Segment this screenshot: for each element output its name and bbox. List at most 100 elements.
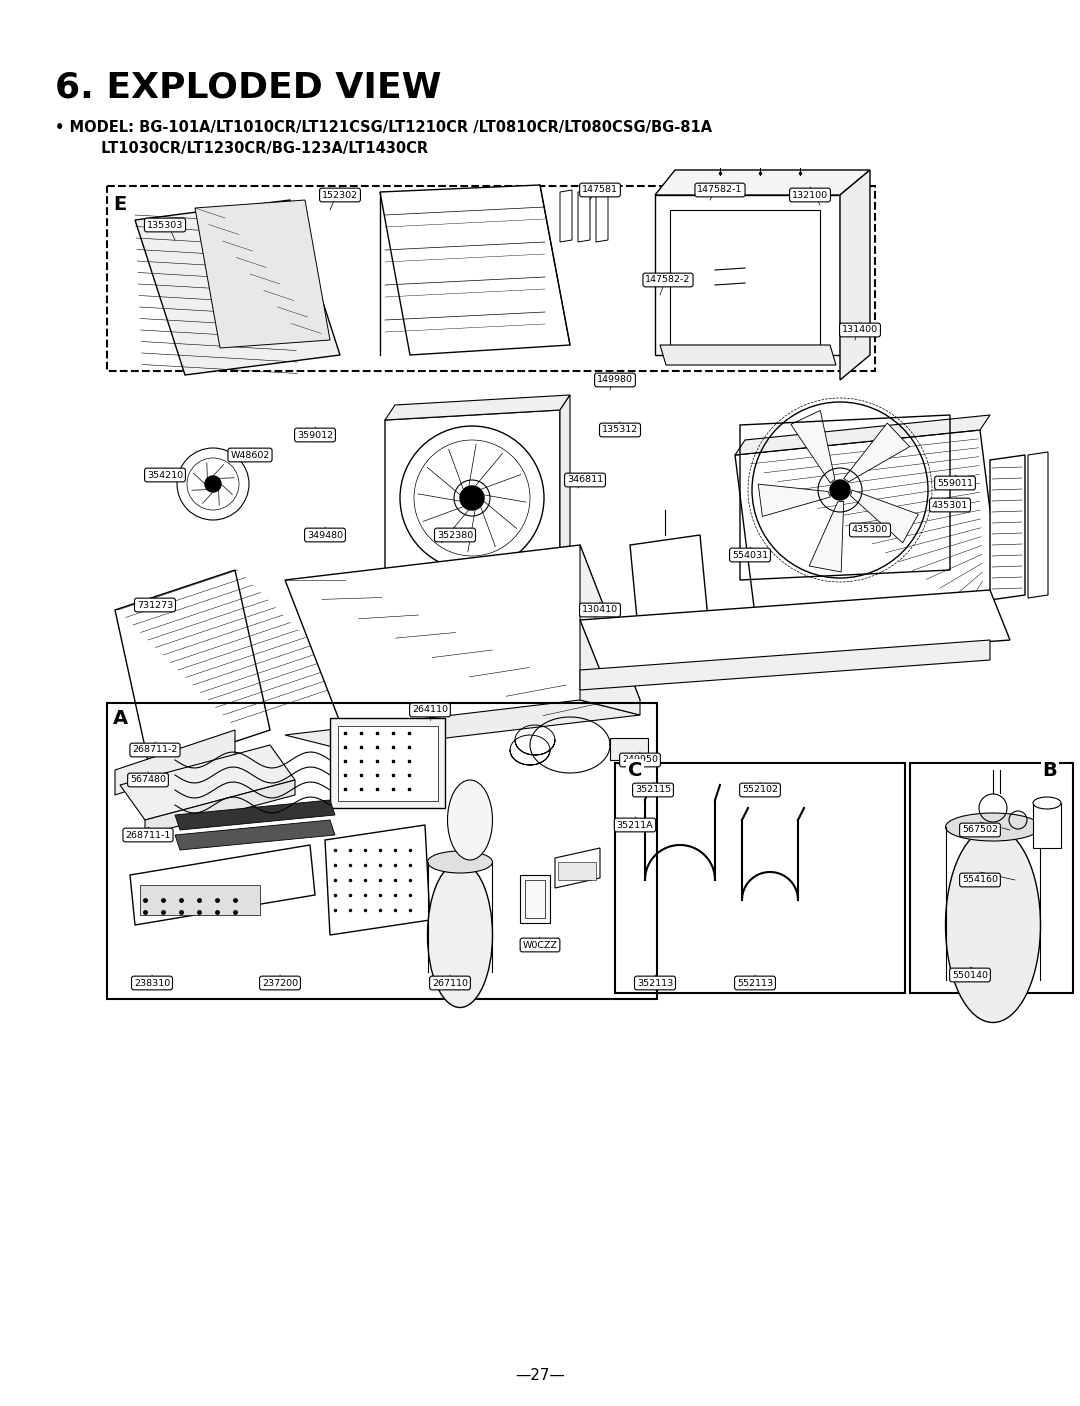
Polygon shape bbox=[325, 825, 430, 935]
Bar bbox=[1032, 803, 1061, 848]
Text: 552113: 552113 bbox=[737, 979, 773, 987]
Text: 147581: 147581 bbox=[582, 186, 618, 194]
Text: 135312: 135312 bbox=[602, 426, 638, 434]
Text: 268711-1: 268711-1 bbox=[125, 831, 171, 839]
Polygon shape bbox=[195, 200, 330, 349]
Bar bbox=[615, 763, 905, 993]
Ellipse shape bbox=[1032, 797, 1061, 808]
Polygon shape bbox=[384, 395, 570, 420]
Polygon shape bbox=[791, 411, 835, 482]
Bar bbox=[140, 884, 260, 915]
Polygon shape bbox=[561, 190, 572, 242]
Polygon shape bbox=[175, 800, 335, 830]
Text: 147582-2: 147582-2 bbox=[646, 276, 691, 284]
Text: 264110: 264110 bbox=[411, 706, 448, 714]
Bar bbox=[558, 862, 596, 880]
Text: 132100: 132100 bbox=[792, 190, 828, 200]
Text: 731273: 731273 bbox=[137, 600, 173, 609]
Polygon shape bbox=[114, 569, 270, 770]
Ellipse shape bbox=[447, 780, 492, 860]
Text: • MODEL: BG-101A/LT1010CR/LT121CSG/LT1210CR /LT0810CR/LT080CSG/BG-81A: • MODEL: BG-101A/LT1010CR/LT121CSG/LT121… bbox=[55, 120, 712, 135]
Text: W0CZZ: W0CZZ bbox=[523, 941, 557, 949]
Polygon shape bbox=[384, 411, 561, 591]
Text: 352113: 352113 bbox=[637, 979, 673, 987]
Polygon shape bbox=[578, 190, 590, 242]
Ellipse shape bbox=[945, 813, 1040, 841]
Polygon shape bbox=[285, 546, 640, 735]
Text: B: B bbox=[1042, 761, 1057, 779]
Text: 352115: 352115 bbox=[635, 786, 671, 794]
Text: 552102: 552102 bbox=[742, 786, 778, 794]
Polygon shape bbox=[145, 780, 295, 835]
Text: 267110: 267110 bbox=[432, 979, 468, 987]
Ellipse shape bbox=[945, 828, 1040, 1022]
Polygon shape bbox=[555, 848, 600, 889]
Polygon shape bbox=[660, 344, 836, 366]
Text: 435301: 435301 bbox=[932, 501, 968, 509]
Polygon shape bbox=[380, 186, 570, 354]
Text: 238310: 238310 bbox=[134, 979, 171, 987]
Polygon shape bbox=[580, 546, 640, 716]
Bar bbox=[107, 186, 875, 371]
Polygon shape bbox=[285, 700, 640, 749]
Text: 435300: 435300 bbox=[852, 526, 888, 534]
Circle shape bbox=[460, 486, 484, 510]
Polygon shape bbox=[990, 456, 1025, 600]
Text: 35211A: 35211A bbox=[617, 821, 653, 830]
Text: 352380: 352380 bbox=[437, 530, 473, 540]
Text: A: A bbox=[112, 709, 127, 727]
Circle shape bbox=[205, 477, 221, 492]
Text: 268711-2: 268711-2 bbox=[133, 745, 178, 755]
Text: E: E bbox=[113, 195, 126, 215]
Polygon shape bbox=[654, 195, 840, 354]
Bar bbox=[107, 703, 657, 1000]
Text: 152302: 152302 bbox=[322, 190, 359, 200]
Polygon shape bbox=[840, 170, 870, 380]
Polygon shape bbox=[120, 745, 295, 820]
Text: 346811: 346811 bbox=[567, 475, 603, 485]
Text: LT1030CR/LT1230CR/BG-123A/LT1430CR: LT1030CR/LT1230CR/BG-123A/LT1430CR bbox=[55, 141, 428, 156]
Text: —27—: —27— bbox=[515, 1368, 565, 1382]
Text: 354210: 354210 bbox=[147, 471, 184, 479]
Polygon shape bbox=[670, 209, 820, 344]
Bar bbox=[519, 875, 550, 922]
Polygon shape bbox=[735, 430, 1000, 614]
Text: 131400: 131400 bbox=[842, 326, 878, 335]
Bar bbox=[330, 718, 445, 808]
Bar bbox=[910, 763, 1074, 993]
Polygon shape bbox=[135, 200, 340, 375]
Ellipse shape bbox=[428, 851, 492, 873]
Polygon shape bbox=[1028, 451, 1048, 598]
Text: 567502: 567502 bbox=[962, 825, 998, 835]
Polygon shape bbox=[758, 484, 831, 516]
Text: W48602: W48602 bbox=[230, 450, 270, 460]
Text: 237200: 237200 bbox=[262, 979, 298, 987]
Text: 135303: 135303 bbox=[147, 221, 184, 229]
Polygon shape bbox=[630, 640, 700, 665]
Polygon shape bbox=[561, 395, 570, 581]
Polygon shape bbox=[735, 415, 990, 456]
Text: 149980: 149980 bbox=[597, 375, 633, 384]
Ellipse shape bbox=[428, 862, 492, 1008]
Polygon shape bbox=[809, 502, 843, 572]
Bar bbox=[610, 738, 648, 761]
Polygon shape bbox=[580, 640, 990, 690]
Text: 130410: 130410 bbox=[582, 606, 618, 614]
Text: 349480: 349480 bbox=[307, 530, 343, 540]
Polygon shape bbox=[851, 491, 918, 543]
Text: 567480: 567480 bbox=[130, 776, 166, 785]
Polygon shape bbox=[843, 423, 909, 482]
Polygon shape bbox=[580, 591, 1010, 671]
Text: C: C bbox=[627, 761, 643, 779]
Text: 559011: 559011 bbox=[937, 478, 973, 488]
Text: 249950: 249950 bbox=[622, 755, 658, 765]
Polygon shape bbox=[175, 820, 335, 851]
Circle shape bbox=[831, 479, 850, 501]
Text: 554031: 554031 bbox=[732, 551, 768, 560]
Bar bbox=[338, 725, 438, 801]
Polygon shape bbox=[596, 190, 608, 242]
Bar bbox=[525, 880, 545, 918]
Text: 550140: 550140 bbox=[951, 970, 988, 980]
Polygon shape bbox=[654, 170, 870, 195]
Polygon shape bbox=[130, 845, 315, 925]
